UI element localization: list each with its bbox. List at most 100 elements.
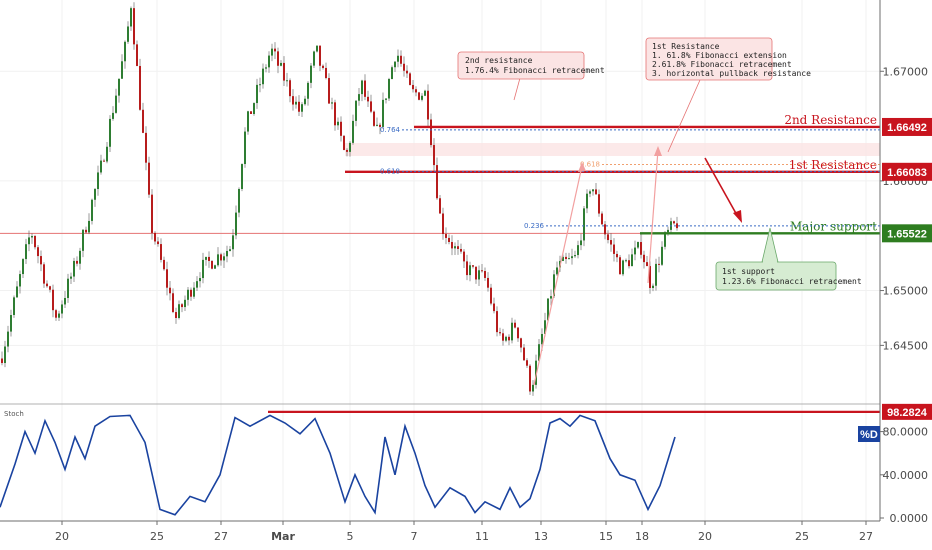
- candle-body: [49, 286, 51, 290]
- candle-body: [190, 289, 192, 297]
- candle-body: [394, 61, 396, 68]
- candle-body: [661, 246, 663, 265]
- candle-body: [37, 247, 39, 257]
- candle-body: [253, 103, 255, 114]
- candle-body: [145, 132, 147, 163]
- candle-body: [220, 254, 222, 261]
- candle-body: [184, 299, 186, 308]
- candle-body: [211, 261, 213, 269]
- candle-body: [649, 266, 651, 288]
- candle-body: [163, 259, 165, 270]
- candle-body: [550, 296, 552, 299]
- candle-body: [22, 259, 24, 275]
- candle-body: [337, 121, 339, 126]
- candle-body: [298, 101, 300, 112]
- candle-body: [364, 80, 366, 97]
- candle-body: [61, 304, 63, 314]
- candle-body: [442, 213, 444, 235]
- candle-body: [79, 250, 81, 264]
- candle-body: [433, 145, 435, 166]
- candle-body: [7, 331, 9, 347]
- candle-body: [127, 26, 129, 42]
- fibonacci-markers: 0.764 0.618 0.618 0.236: [380, 126, 880, 230]
- candle-body: [577, 245, 579, 256]
- candle-body: [106, 146, 108, 162]
- candle-body: [466, 261, 468, 276]
- candle-body: [607, 234, 609, 241]
- candle-body: [295, 101, 297, 105]
- candle-body: [67, 278, 69, 298]
- candle-body: [256, 84, 258, 104]
- candle-body: [349, 142, 351, 152]
- candle-body: [100, 160, 102, 173]
- candle-body: [526, 360, 528, 366]
- stoch-axis-ticks: 80.0000 40.0000 0.0000: [880, 426, 928, 525]
- candle-body: [532, 384, 534, 392]
- candle-body: [547, 298, 549, 321]
- candle-body: [427, 90, 429, 120]
- up-leg-arrow-2: [647, 149, 659, 284]
- candle-body: [325, 67, 327, 79]
- candle-body: [103, 160, 105, 162]
- candle-body: [505, 336, 507, 341]
- candle-body: [403, 63, 405, 71]
- annotation-line: 1.76.4% Fibonacci retracement: [465, 66, 605, 75]
- candle-body: [208, 256, 210, 262]
- price-tags: 1.66492 1.66083 1.65522 98.2824 %D: [858, 117, 932, 442]
- stoch-tick-label: 80.0000: [883, 426, 929, 439]
- candle-body: [289, 80, 291, 97]
- up-leg-arrow: [533, 165, 583, 386]
- candle-body: [316, 45, 318, 52]
- candle-body: [175, 312, 177, 319]
- candle-body: [43, 264, 45, 284]
- candle-body: [445, 234, 447, 238]
- candle-body: [622, 260, 624, 275]
- candle-body: [508, 336, 510, 341]
- candle-body: [10, 315, 12, 332]
- candle-body: [142, 109, 144, 133]
- candle-body: [154, 232, 156, 242]
- candle-body: [499, 332, 501, 334]
- candle-body: [226, 250, 228, 257]
- level-price-tag: [882, 117, 932, 136]
- candle-body: [259, 84, 261, 86]
- level-label: Major support: [790, 219, 877, 233]
- candle-body: [529, 365, 531, 392]
- candle-body: [301, 104, 303, 112]
- up-leg-arrowhead: [578, 162, 586, 172]
- candle-body: [307, 82, 309, 99]
- candle-body: [181, 304, 183, 308]
- candle-body: [334, 102, 336, 126]
- candle-body: [646, 262, 648, 267]
- candle-body: [97, 172, 99, 190]
- candle-body: [436, 165, 438, 199]
- candle-body: [388, 78, 390, 99]
- level-price-tag-text: 1.66492: [887, 122, 927, 134]
- candle-body: [634, 247, 636, 255]
- stoch-line: [0, 414, 676, 516]
- candle-body: [118, 78, 120, 96]
- annotation-2nd-resistance: 2nd resistance 1.76.4% Fibonacci retrace…: [457, 51, 605, 101]
- grid-lines: [0, 0, 880, 521]
- candle-body: [64, 297, 66, 305]
- candle-body: [463, 251, 465, 262]
- fib-label: 0.618: [580, 160, 600, 168]
- candle-body: [361, 80, 363, 95]
- candle-body: [391, 67, 393, 79]
- candle-body: [160, 244, 162, 260]
- candle-body: [82, 229, 84, 251]
- stoch-level-tag-text: 98.2824: [887, 407, 928, 419]
- candle-body: [229, 249, 231, 251]
- candle-body: [592, 189, 594, 192]
- candle-body: [448, 237, 450, 242]
- price-tick-label: 1.67000: [883, 65, 929, 78]
- candle-body: [400, 55, 402, 64]
- candle-body: [589, 191, 591, 194]
- candle-body: [343, 135, 345, 150]
- candle-body: [574, 255, 576, 257]
- candle-body: [346, 149, 348, 152]
- trend-arrows: [533, 146, 742, 386]
- candle-body: [214, 265, 216, 269]
- candle-body: [148, 162, 150, 195]
- candle-body: [352, 120, 354, 143]
